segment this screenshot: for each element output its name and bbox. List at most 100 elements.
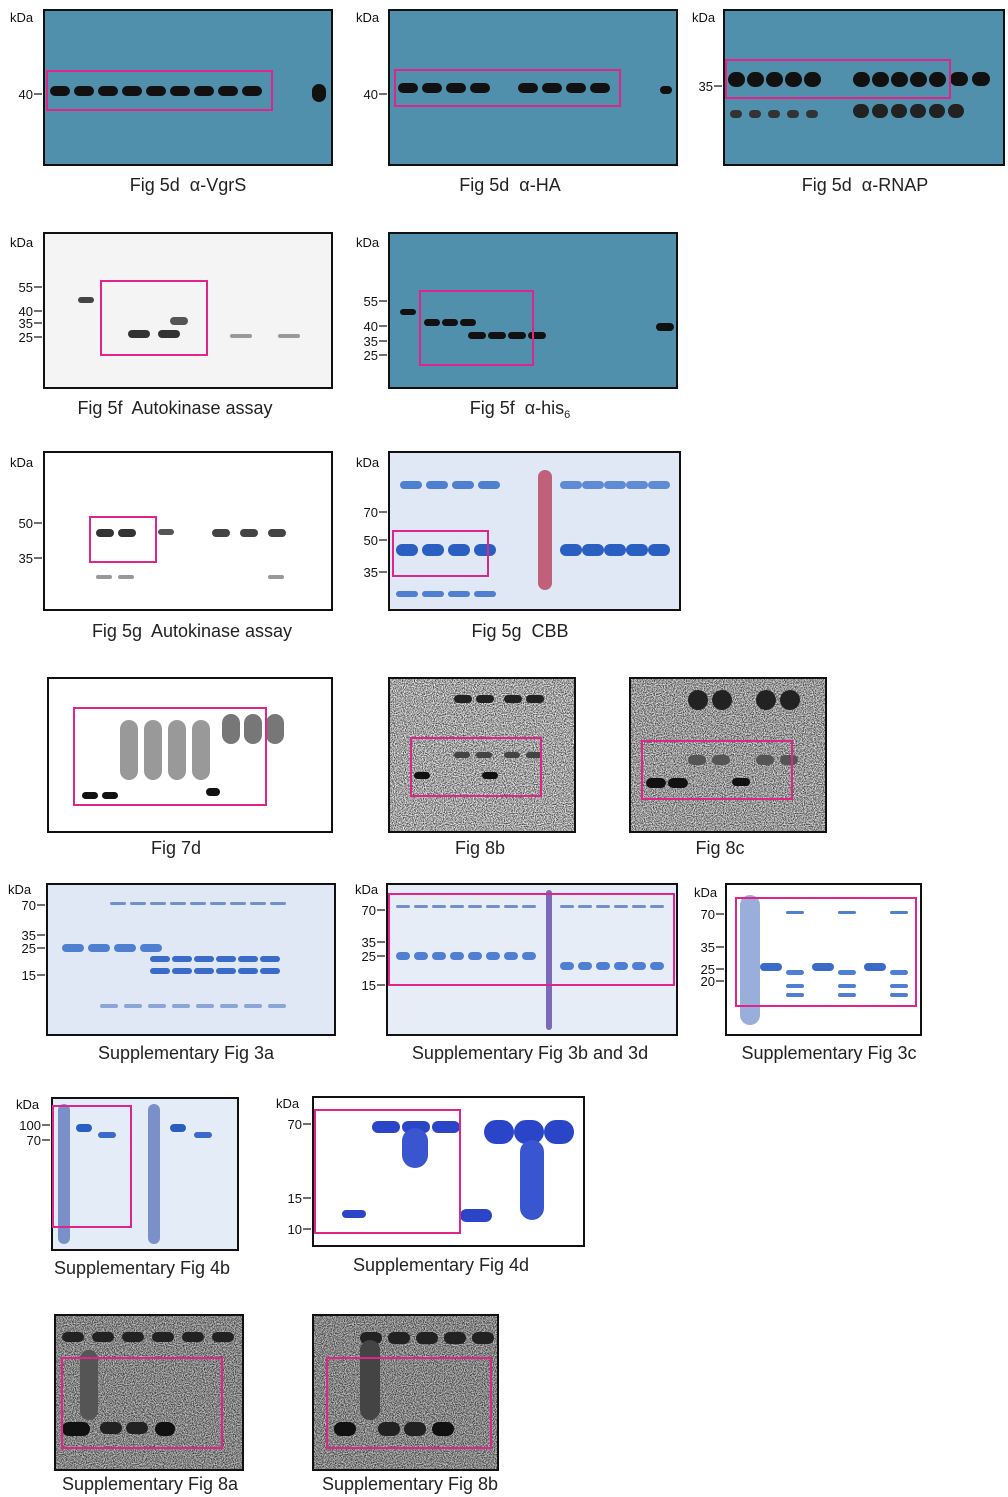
band: [484, 1120, 514, 1144]
band: [100, 1004, 118, 1008]
caption-text: Supplementary Fig 3b and 3d: [412, 1043, 648, 1063]
caption-text: Supplementary Fig 3a: [98, 1043, 275, 1063]
unit-label: kDa: [356, 455, 380, 470]
band: [504, 752, 520, 758]
band: [244, 714, 262, 744]
caption: Supplementary Fig 8b: [322, 1474, 498, 1494]
unit-label: kDa: [16, 1097, 40, 1112]
caption-text: Fig 5g Autokinase assay: [92, 621, 292, 641]
unit-label: kDa: [356, 235, 380, 250]
caption-text: Supplementary Fig 8b: [322, 1474, 498, 1494]
marker-label: 35: [701, 940, 715, 955]
band: [422, 544, 444, 556]
band: [910, 72, 927, 87]
marker-label: 20: [701, 974, 715, 989]
band: [148, 1104, 160, 1244]
band: [242, 86, 262, 96]
marker-label: 25: [22, 941, 36, 956]
band: [210, 902, 226, 905]
marker-label: 70: [701, 907, 715, 922]
band: [508, 332, 526, 339]
caption: Fig 5f α-his6: [470, 398, 571, 421]
caption-text: Fig 7d: [151, 838, 201, 858]
band: [155, 1422, 175, 1436]
band: [398, 83, 418, 93]
band: [76, 1124, 92, 1132]
panel: Fig 8b: [389, 678, 575, 858]
band: [124, 1004, 142, 1008]
gel-image: [724, 10, 1004, 165]
band: [212, 529, 230, 537]
band: [78, 297, 94, 303]
band: [454, 695, 472, 703]
band: [312, 84, 326, 102]
caption-text: Fig 8b: [455, 838, 505, 858]
band: [194, 956, 214, 962]
caption: Supplementary Fig 4d: [353, 1255, 529, 1275]
marker-label: 55: [364, 294, 378, 309]
band: [872, 72, 889, 87]
band: [424, 319, 440, 326]
band: [110, 902, 126, 905]
band: [74, 86, 94, 96]
panel: kDa5035Fig 5g Autokinase assay: [10, 452, 332, 641]
band: [891, 104, 907, 118]
band: [170, 1124, 186, 1132]
band: [787, 110, 799, 118]
band: [122, 1332, 144, 1342]
band: [268, 1004, 286, 1008]
band: [544, 1120, 574, 1144]
band: [749, 110, 761, 118]
band: [486, 952, 500, 960]
band: [402, 1128, 428, 1168]
band: [660, 86, 672, 94]
band: [560, 481, 582, 489]
band: [470, 83, 490, 93]
band: [766, 72, 783, 87]
band: [929, 104, 945, 118]
band: [62, 1422, 90, 1436]
band: [146, 86, 166, 96]
band: [150, 956, 170, 962]
band: [96, 529, 114, 537]
band: [590, 83, 610, 93]
band: [426, 481, 448, 489]
band: [668, 778, 688, 788]
band: [152, 1332, 174, 1342]
band: [838, 984, 856, 988]
band: [864, 963, 886, 971]
band: [891, 72, 908, 87]
band: [760, 963, 782, 971]
band: [58, 1104, 70, 1244]
band: [270, 902, 286, 905]
band: [756, 690, 776, 710]
band: [98, 1132, 116, 1138]
band: [650, 905, 664, 908]
panel: Fig 8c: [630, 678, 826, 858]
caption-text: Supplementary Fig 8a: [62, 1474, 239, 1494]
band: [62, 1332, 84, 1342]
band: [812, 963, 834, 971]
marker-label: 35: [362, 935, 376, 950]
caption: Supplementary Fig 3c: [741, 1043, 916, 1063]
band: [158, 529, 174, 535]
band: [194, 968, 214, 974]
band: [712, 755, 730, 765]
band: [414, 952, 428, 960]
band: [910, 104, 926, 118]
band: [450, 952, 464, 960]
band: [450, 905, 464, 908]
band: [416, 1332, 438, 1344]
band: [206, 788, 220, 796]
band: [172, 968, 192, 974]
unit-label: kDa: [356, 10, 380, 25]
band: [656, 323, 674, 331]
band: [422, 591, 444, 597]
panel: kDa70352515Supplementary Fig 3a: [8, 882, 335, 1063]
band: [632, 905, 646, 908]
band: [756, 755, 774, 765]
caption-text: Fig 5f α-his: [470, 398, 564, 418]
band: [238, 956, 258, 962]
band: [250, 902, 266, 905]
